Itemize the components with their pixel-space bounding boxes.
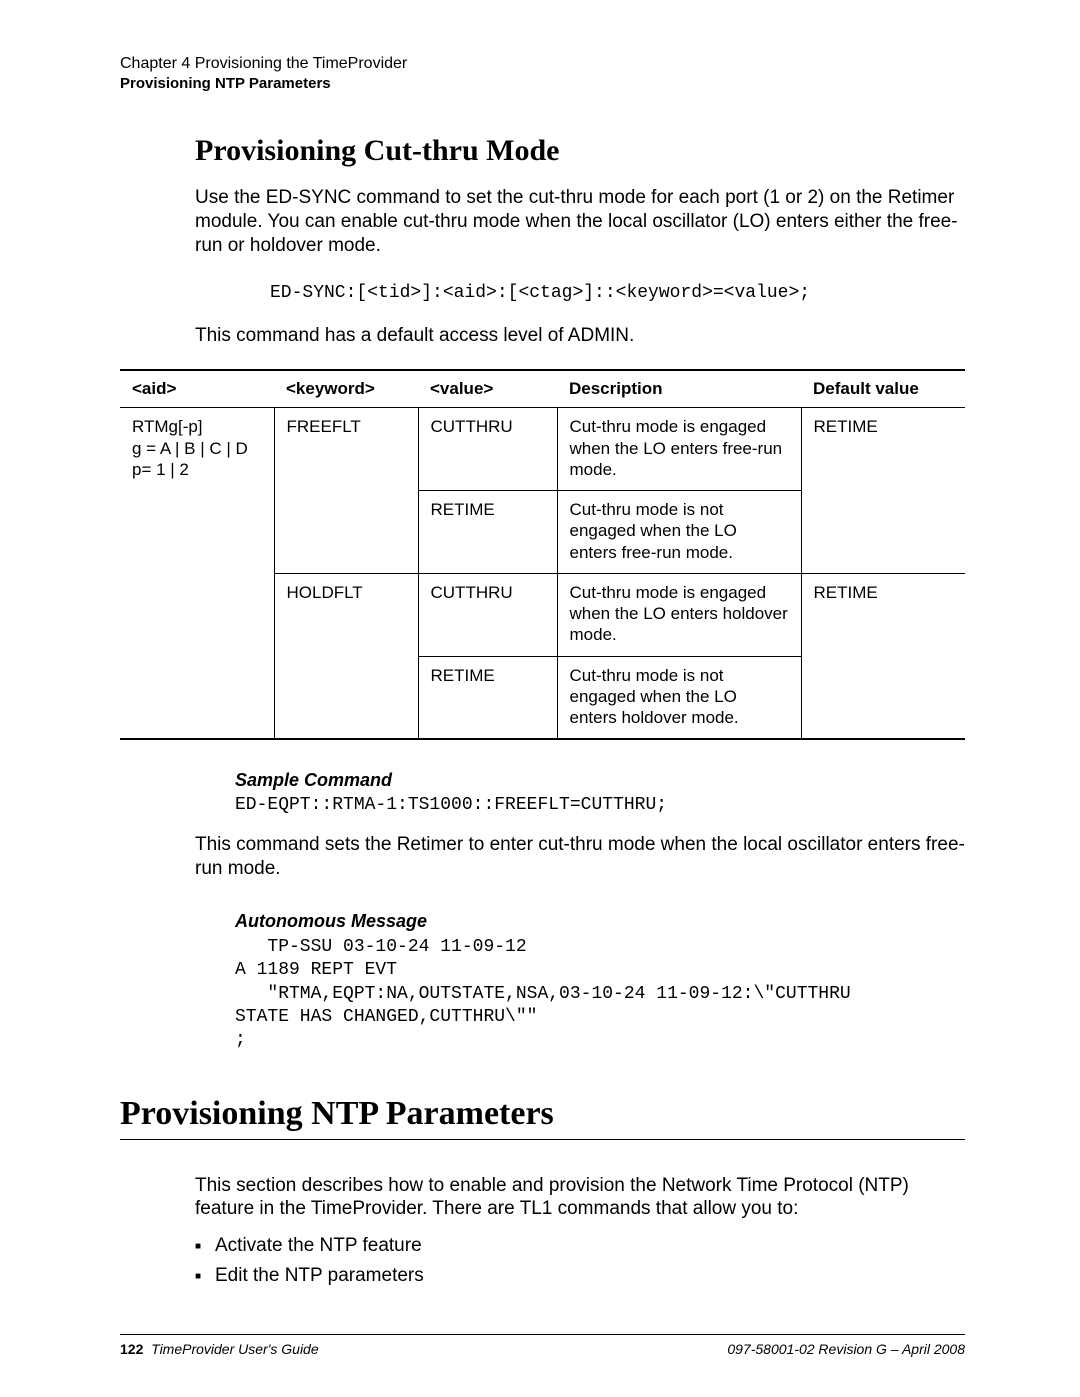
aid-l3: p= 1 | 2 <box>132 460 189 479</box>
page-number: 122 <box>120 1341 143 1357</box>
bullet-text: Edit the NTP parameters <box>215 1265 424 1286</box>
th-description: Description <box>557 370 801 408</box>
table-header-row: <aid> <keyword> <value> Description Defa… <box>120 370 965 408</box>
autonomous-message-heading: Autonomous Message <box>235 911 965 932</box>
sample-command-heading: Sample Command <box>235 770 965 791</box>
cut-thru-intro: Use the ED-SYNC command to set the cut-t… <box>195 186 965 257</box>
header-chapter: Chapter 4 Provisioning the TimeProvider <box>120 55 965 73</box>
sample-explain: This command sets the Retimer to enter c… <box>195 833 965 881</box>
cell-default-2: RETIME <box>801 573 965 739</box>
ntp-bullets: Activate the NTP feature Edit the NTP pa… <box>195 1235 965 1287</box>
cell-desc-free-ret: Cut-thru mode is not engaged when the LO… <box>557 491 801 574</box>
ntp-intro: This section describes how to enable and… <box>195 1174 965 1222</box>
cell-val-cutthru-1: CUTTHRU <box>418 408 557 491</box>
book-title: TimeProvider User's Guide <box>151 1341 319 1357</box>
cell-val-cutthru-2: CUTTHRU <box>418 573 557 656</box>
list-item: Activate the NTP feature <box>195 1235 965 1257</box>
page-footer: 122 TimeProvider User's Guide 097-58001-… <box>120 1334 965 1357</box>
cell-aid: RTMg[-p] g = A | B | C | D p= 1 | 2 <box>120 408 274 740</box>
cell-desc-free-cut: Cut-thru mode is engaged when the LO ent… <box>557 408 801 491</box>
cell-val-retime-1: RETIME <box>418 491 557 574</box>
cell-val-retime-2: RETIME <box>418 656 557 739</box>
cell-desc-hold-ret: Cut-thru mode is not engaged when the LO… <box>557 656 801 739</box>
cut-thru-access: This command has a default access level … <box>195 325 965 347</box>
header-section: Provisioning NTP Parameters <box>120 75 965 92</box>
cell-kw-holdflt: HOLDFLT <box>274 573 418 739</box>
bullet-text: Activate the NTP feature <box>215 1235 422 1256</box>
cut-thru-table: <aid> <keyword> <value> Description Defa… <box>120 369 965 740</box>
th-aid: <aid> <box>120 370 274 408</box>
th-value: <value> <box>418 370 557 408</box>
page: Chapter 4 Provisioning the TimeProvider … <box>0 0 1080 1397</box>
list-item: Edit the NTP parameters <box>195 1265 965 1287</box>
cell-default-1: RETIME <box>801 408 965 574</box>
th-default: Default value <box>801 370 965 408</box>
autonomous-message-body: TP-SSU 03-10-24 11-09-12 A 1189 REPT EVT… <box>235 936 965 1053</box>
aid-l2: g = A | B | C | D <box>132 439 248 458</box>
cell-desc-hold-cut: Cut-thru mode is engaged when the LO ent… <box>557 573 801 656</box>
table-row: RTMg[-p] g = A | B | C | D p= 1 | 2 FREE… <box>120 408 965 491</box>
aid-l1: RTMg[-p] <box>132 417 203 436</box>
sample-command-code: ED-EQPT::RTMA-1:TS1000::FREEFLT=CUTTHRU; <box>235 795 965 815</box>
cut-thru-heading: Provisioning Cut-thru Mode <box>195 134 965 168</box>
th-keyword: <keyword> <box>274 370 418 408</box>
ntp-heading: Provisioning NTP Parameters <box>120 1095 965 1140</box>
cut-thru-syntax: ED-SYNC:[<tid>]:<aid>:[<ctag>]::<keyword… <box>270 283 965 303</box>
revision: 097-58001-02 Revision G – April 2008 <box>727 1341 965 1357</box>
cell-kw-freeflt: FREEFLT <box>274 408 418 574</box>
